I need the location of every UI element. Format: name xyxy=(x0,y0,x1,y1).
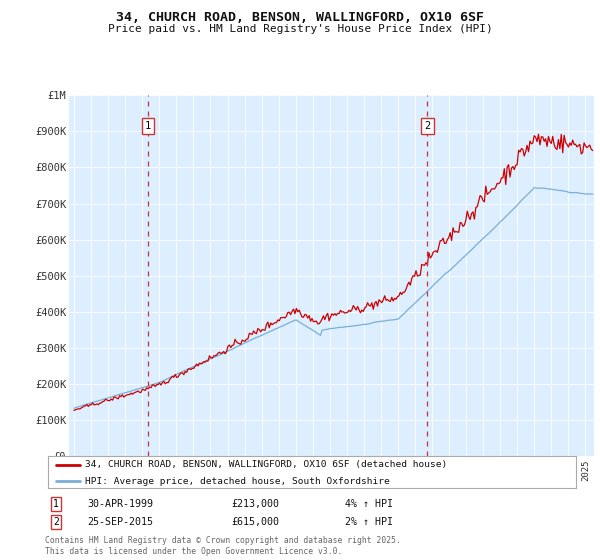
Text: 1: 1 xyxy=(53,499,59,509)
Text: £615,000: £615,000 xyxy=(231,517,279,527)
Text: Price paid vs. HM Land Registry's House Price Index (HPI): Price paid vs. HM Land Registry's House … xyxy=(107,24,493,34)
Text: 1: 1 xyxy=(145,121,151,131)
Text: 2: 2 xyxy=(53,517,59,527)
Text: 30-APR-1999: 30-APR-1999 xyxy=(87,499,153,509)
Text: 34, CHURCH ROAD, BENSON, WALLINGFORD, OX10 6SF: 34, CHURCH ROAD, BENSON, WALLINGFORD, OX… xyxy=(116,11,484,24)
Text: 2% ↑ HPI: 2% ↑ HPI xyxy=(345,517,393,527)
Text: 25-SEP-2015: 25-SEP-2015 xyxy=(87,517,153,527)
Text: 2: 2 xyxy=(424,121,431,131)
Text: 4% ↑ HPI: 4% ↑ HPI xyxy=(345,499,393,509)
Text: 34, CHURCH ROAD, BENSON, WALLINGFORD, OX10 6SF (detached house): 34, CHURCH ROAD, BENSON, WALLINGFORD, OX… xyxy=(85,460,447,469)
Text: HPI: Average price, detached house, South Oxfordshire: HPI: Average price, detached house, Sout… xyxy=(85,477,390,486)
Text: £213,000: £213,000 xyxy=(231,499,279,509)
Text: Contains HM Land Registry data © Crown copyright and database right 2025.
This d: Contains HM Land Registry data © Crown c… xyxy=(45,536,401,556)
